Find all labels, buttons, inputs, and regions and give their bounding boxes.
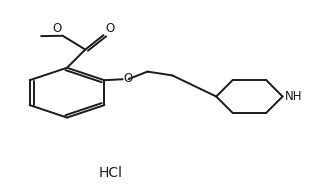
- Text: HCl: HCl: [98, 166, 122, 180]
- Text: O: O: [53, 22, 62, 35]
- Text: NH: NH: [285, 90, 302, 103]
- Text: O: O: [124, 72, 133, 85]
- Text: O: O: [106, 22, 115, 35]
